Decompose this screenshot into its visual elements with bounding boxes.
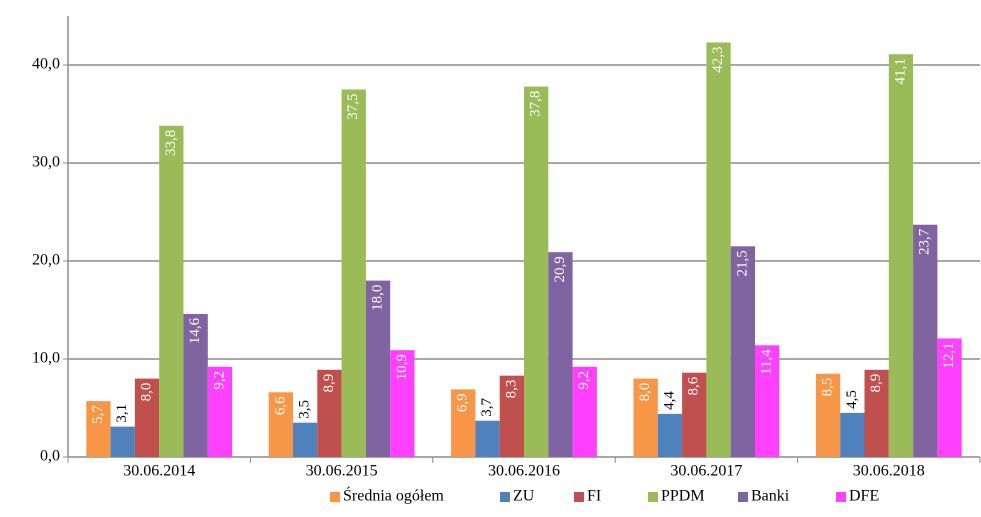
bar xyxy=(451,389,476,457)
bar xyxy=(341,89,366,457)
data-label: 10,9 xyxy=(394,354,410,380)
bar xyxy=(159,125,184,457)
data-label: 3,5 xyxy=(297,400,313,419)
bar xyxy=(86,401,111,457)
bar xyxy=(475,420,500,457)
legend-swatch xyxy=(574,492,584,502)
bar xyxy=(706,42,731,458)
data-label: 8,5 xyxy=(819,378,835,397)
x-tick-label: 30.06.2018 xyxy=(853,463,925,480)
data-label: 37,5 xyxy=(345,94,361,120)
bar xyxy=(730,246,755,457)
legend-swatch xyxy=(648,492,658,502)
y-tick-label: 0,0 xyxy=(40,448,60,465)
bar xyxy=(633,378,658,457)
data-label: 23,7 xyxy=(917,228,933,255)
data-label: 6,9 xyxy=(455,393,471,412)
bar xyxy=(548,252,573,457)
bar xyxy=(864,369,889,457)
data-label: 3,1 xyxy=(114,404,130,423)
data-label: 8,0 xyxy=(138,383,154,402)
data-label: 8,9 xyxy=(321,374,337,393)
data-label: 8,0 xyxy=(637,383,653,402)
bar xyxy=(268,392,293,457)
y-tick-label: 10,0 xyxy=(32,350,60,367)
x-tick-label: 30.06.2014 xyxy=(123,463,195,480)
x-tick-label: 30.06.2017 xyxy=(670,463,742,480)
bar xyxy=(937,338,962,457)
bar xyxy=(207,366,233,457)
data-label: 42,3 xyxy=(710,46,726,72)
bar xyxy=(390,350,415,457)
data-label: 6,6 xyxy=(272,396,288,415)
bar xyxy=(840,412,865,457)
bar xyxy=(913,224,938,457)
legend-swatch xyxy=(500,492,510,502)
data-label: 4,4 xyxy=(661,391,677,410)
bar xyxy=(682,372,707,457)
bar xyxy=(499,375,524,457)
y-tick-label: 40,0 xyxy=(32,56,60,73)
legend-label: Banki xyxy=(751,488,790,505)
data-label: 5,7 xyxy=(90,405,106,424)
data-label: 11,4 xyxy=(759,349,775,375)
data-label: 37,8 xyxy=(528,91,544,117)
bar xyxy=(815,373,841,457)
legend-swatch xyxy=(836,492,846,502)
legend-label: ZU xyxy=(513,488,535,505)
legend-label: Średnia ogółem xyxy=(343,486,444,505)
data-label: 8,6 xyxy=(686,376,702,395)
legend-label: DFE xyxy=(849,488,879,505)
legend-swatch xyxy=(738,492,748,502)
data-label: 41,1 xyxy=(892,58,908,84)
legend-label: FI xyxy=(587,488,601,505)
data-label: 18,0 xyxy=(369,285,385,311)
bar xyxy=(365,280,391,457)
bar xyxy=(293,422,318,457)
data-label: 9,2 xyxy=(211,371,227,390)
bar xyxy=(572,366,597,457)
data-label: 8,9 xyxy=(868,374,884,393)
x-tick-label: 30.06.2016 xyxy=(488,463,560,480)
data-label: 9,2 xyxy=(576,371,592,390)
y-tick-label: 20,0 xyxy=(32,252,60,269)
legend-swatch xyxy=(330,492,340,502)
bar xyxy=(888,54,914,457)
data-label: 21,5 xyxy=(734,250,750,276)
x-tick-label: 30.06.2015 xyxy=(306,463,378,480)
legend-label: PPDM xyxy=(661,488,705,505)
data-label: 3,7 xyxy=(479,397,495,416)
data-label: 4,5 xyxy=(844,390,860,409)
bar xyxy=(183,313,208,457)
y-tick-label: 30,0 xyxy=(32,154,60,171)
data-label: 14,6 xyxy=(187,317,203,344)
bar xyxy=(110,426,135,457)
data-label: 20,9 xyxy=(552,256,568,282)
data-label: 8,3 xyxy=(503,380,519,399)
bar xyxy=(134,378,160,457)
bar xyxy=(657,413,683,457)
bar xyxy=(524,86,549,457)
data-label: 33,8 xyxy=(163,130,179,156)
bar xyxy=(317,369,342,457)
data-label: 12,1 xyxy=(941,342,957,368)
bar xyxy=(755,345,780,457)
